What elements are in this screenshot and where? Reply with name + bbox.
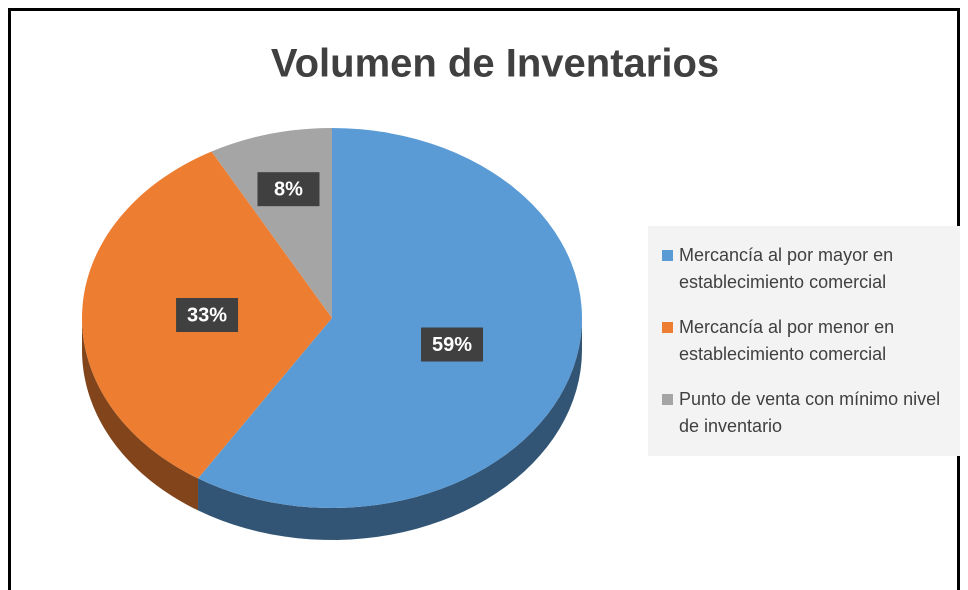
data-label-text: 33% [187, 304, 227, 326]
pie-slice [198, 128, 583, 508]
data-label-box [257, 172, 320, 207]
legend-item: Punto de venta con mínimo nivel de inven… [662, 386, 960, 440]
legend-label: Mercancía al por mayor en establecimient… [679, 245, 894, 292]
legend-item: Mercancía al por mayor en establecimient… [662, 242, 960, 296]
chart-title: Volumen de Inventarios [271, 42, 719, 86]
data-label-box [421, 327, 484, 362]
data-label-box [176, 298, 239, 333]
data-label: 8% [257, 172, 320, 207]
data-label: 59% [421, 327, 484, 362]
pie-side [198, 318, 582, 540]
legend-swatch [662, 394, 673, 405]
legend-label: Mercancía al por menor en establecimient… [679, 317, 895, 364]
legend-label: Punto de venta con mínimo nivel de inven… [679, 389, 941, 436]
data-label-text: 59% [432, 334, 472, 356]
data-label-text: 8% [274, 178, 303, 200]
legend-item: Mercancía al por menor en establecimient… [662, 314, 960, 368]
data-label: 33% [176, 298, 239, 333]
legend-swatch [662, 322, 673, 333]
pie-side [82, 318, 199, 511]
legend-swatch [662, 250, 673, 261]
legend: Mercancía al por mayor en establecimient… [648, 226, 960, 456]
